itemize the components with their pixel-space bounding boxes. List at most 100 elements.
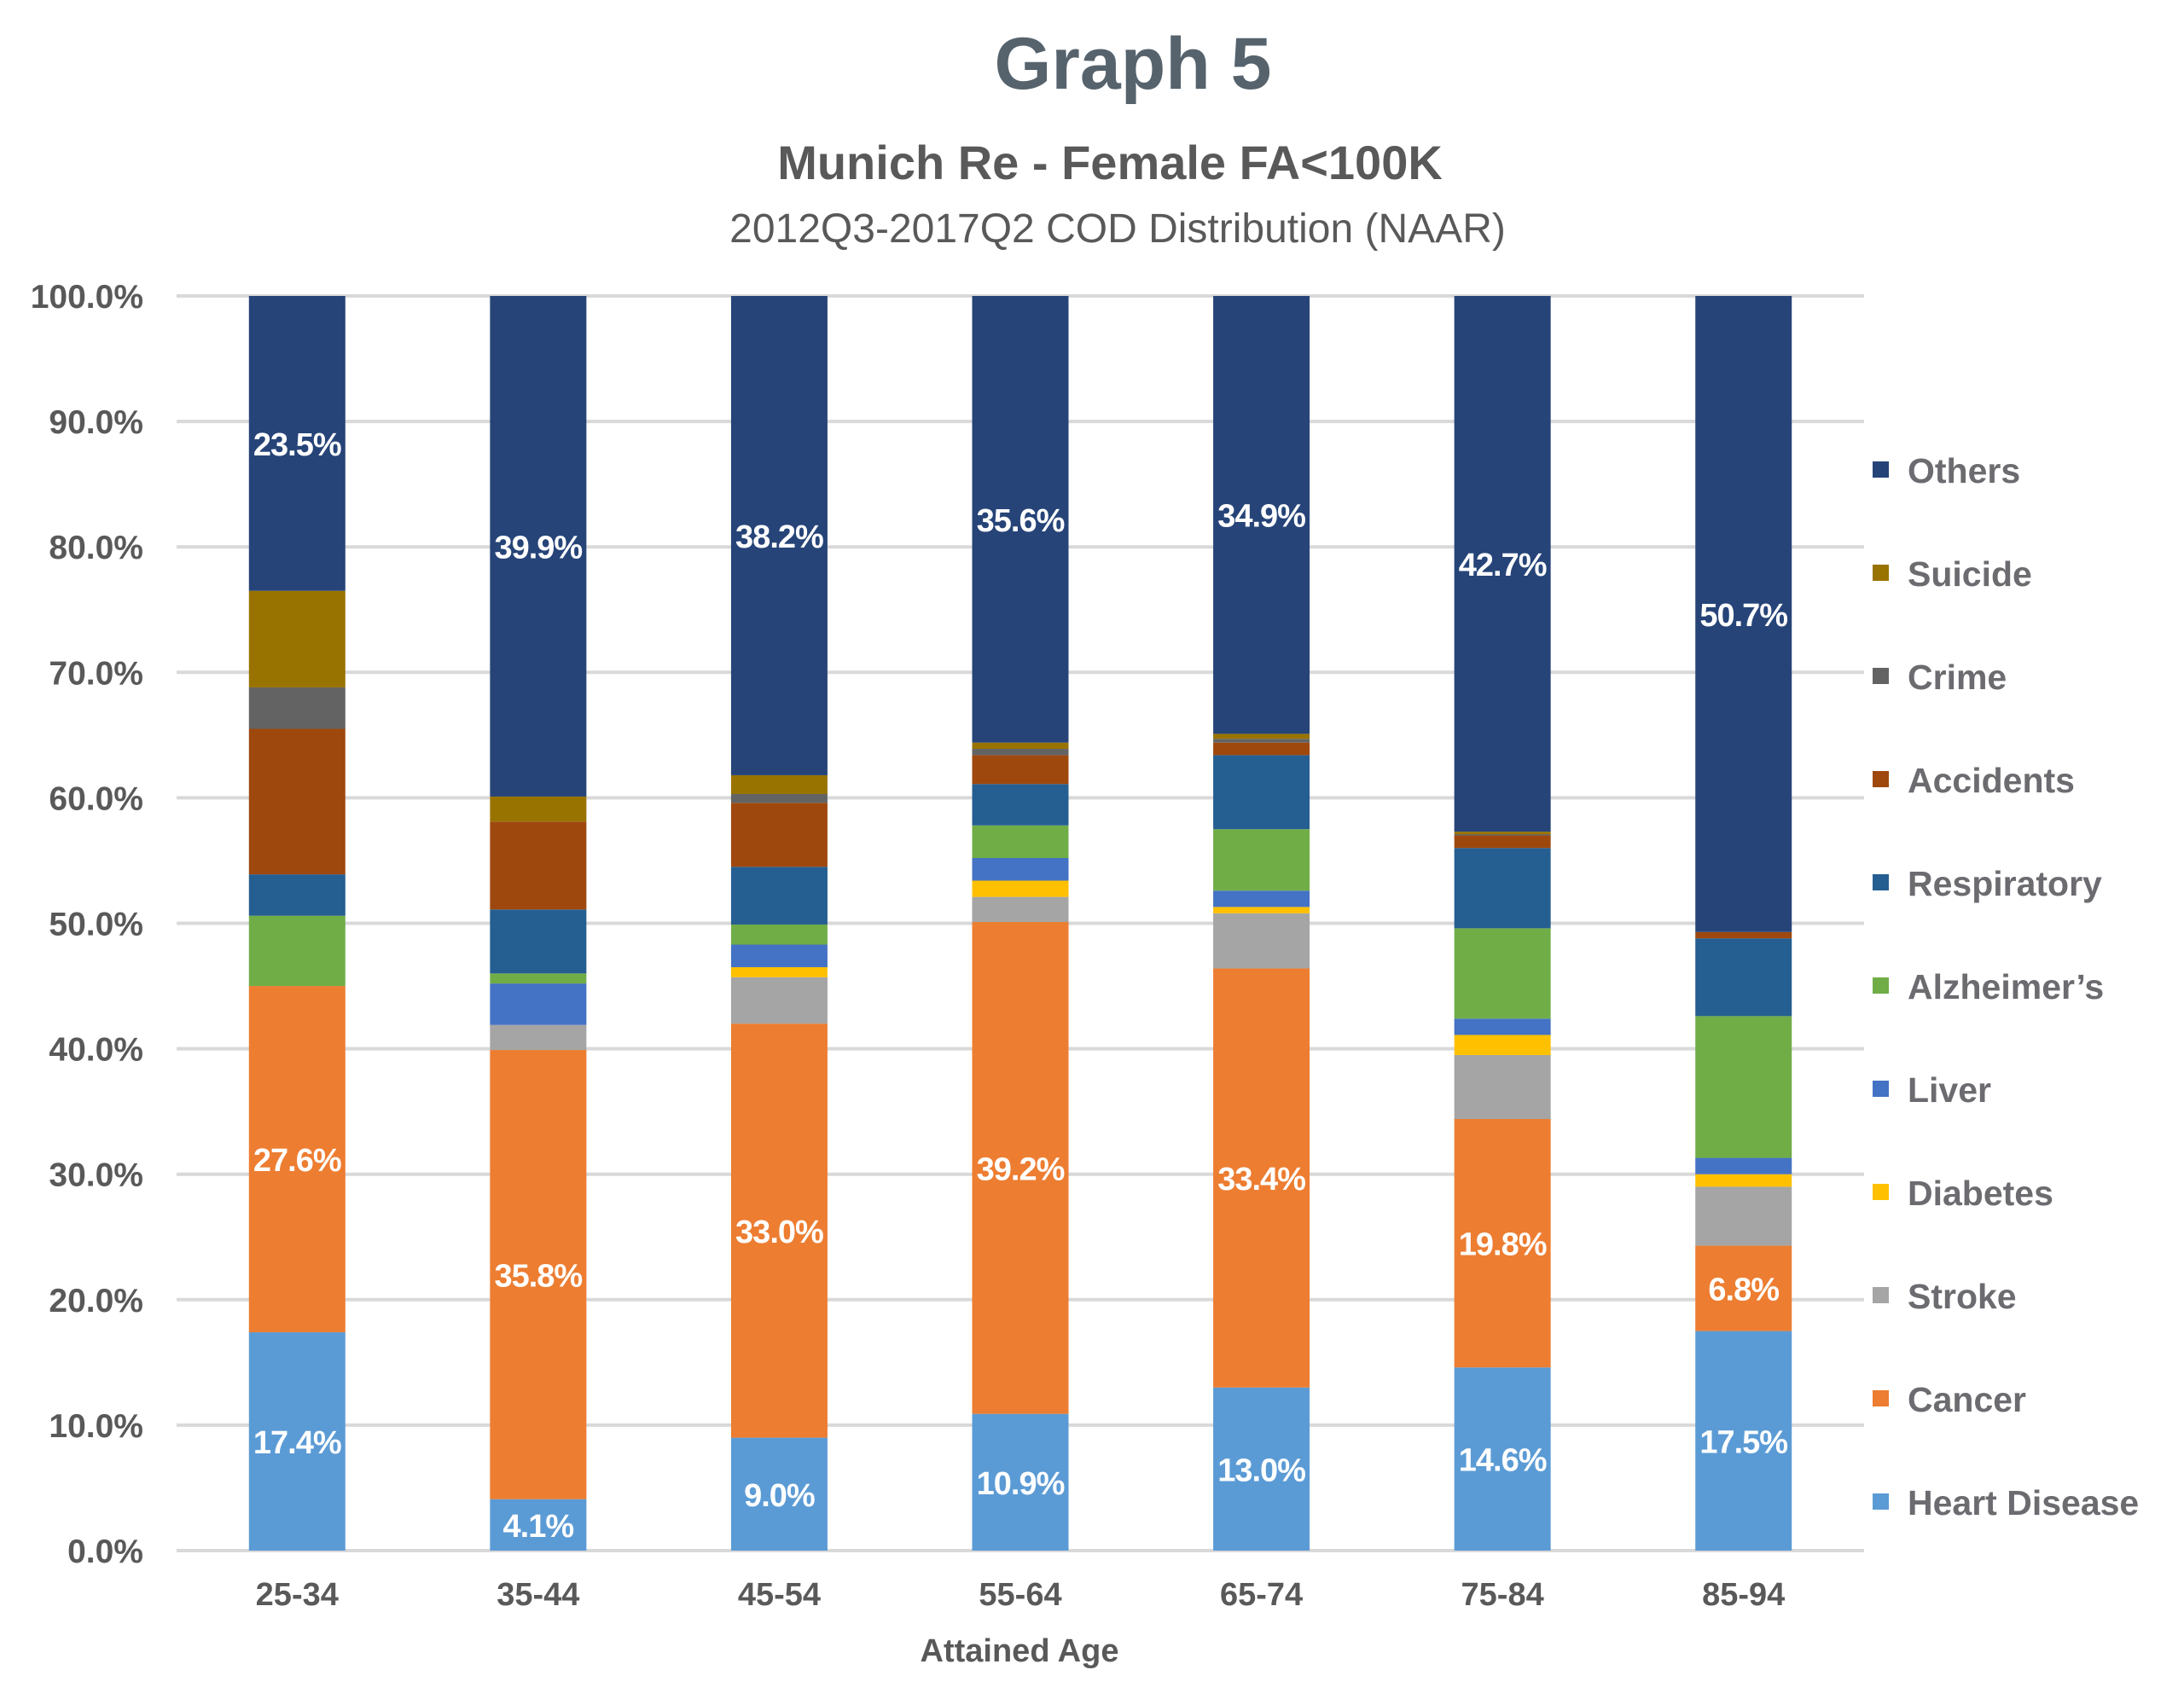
bar-segment [1695,1157,1792,1174]
bar-segment [730,1023,828,1438]
y-tick-label: 20.0% [49,1283,143,1319]
x-tick-label: 85-94 [1702,1577,1785,1613]
bar-segment [490,296,587,797]
x-tick-label: 35-44 [497,1577,579,1613]
y-tick-label: 60.0% [49,780,143,817]
bar-segment [1213,968,1310,1388]
bar-segment [248,296,346,591]
bar-segment [1213,742,1310,756]
bar-segment [1695,1016,1792,1158]
bar-segment [1695,931,1792,939]
bar-segment [490,983,587,1025]
bar-segment [730,296,828,775]
data-label: 34.9% [1217,499,1305,535]
bar-segment [730,966,828,977]
legend-swatch-icon [1873,461,1889,478]
data-label: 4.1% [503,1509,574,1545]
bar-segment [490,1024,587,1051]
bar-segment [1695,1331,1792,1551]
data-label: 10.9% [977,1466,1065,1502]
legend-label: Others [1908,451,2020,490]
bar-segment [1213,755,1310,830]
data-label: 23.5% [253,427,341,463]
legend-label: Diabetes [1908,1174,2053,1213]
bar-segment [490,821,587,910]
legend-item: Suicide [1873,554,2032,594]
y-tick-label: 90.0% [49,404,143,441]
bar-segment [972,749,1069,756]
legend-item: Diabetes [1873,1174,2053,1213]
bar-segment [248,986,346,1333]
data-label: 33.4% [1217,1162,1305,1197]
data-label: 14.6% [1459,1443,1547,1479]
legend-item: Crime [1873,658,2007,697]
data-label: 39.9% [494,530,582,565]
bar-segment [248,915,346,987]
legend-swatch-icon [1873,565,1889,581]
chart-subsubtitle: 2012Q3-2017Q2 COD Distribution (NAAR) [729,206,1506,252]
legend-item: Alzheimer’s [1873,967,2104,1006]
legend-swatch-icon [1873,771,1889,787]
legend-label: Stroke [1908,1277,2017,1316]
legend-item: Others [1873,451,2020,490]
bar-segment [1454,1367,1551,1551]
bar-segment [730,803,828,867]
legend-swatch-icon [1873,977,1889,994]
bar-segment [1454,296,1551,832]
legend-swatch-icon [1873,1287,1889,1303]
data-labels: 17.4% 27.6% 23.5% 4.1% 35.8% 39.9% 9.0% 33.0% 38… [253,427,1788,1545]
bar-segment [972,742,1069,750]
bar-segment [1213,739,1310,743]
x-tick-label: 75-84 [1461,1577,1544,1613]
bar-segment [1695,1186,1792,1246]
bar-segment [972,922,1069,1414]
bar-segment [972,296,1069,743]
bar-segment [730,977,828,1024]
bar-segment [490,973,587,984]
bar-segment [248,687,346,729]
bar-segment [1213,829,1310,891]
bar-segment [1454,848,1551,929]
y-tick-label: 40.0% [49,1032,143,1069]
bar-segment [490,1050,587,1499]
legend-item: Liver [1873,1070,1991,1110]
data-label: 38.2% [735,519,823,555]
data-label: 13.0% [1217,1453,1305,1488]
bar-segment [490,1499,587,1551]
legend-swatch-icon [1873,668,1889,684]
bar-segment [1695,296,1792,932]
legend-label: Alzheimer’s [1908,967,2104,1006]
bar-segment [730,793,828,803]
bar-segment [1454,928,1551,1019]
bar-segment [1213,913,1310,969]
legend-label: Heart Disease [1908,1483,2139,1522]
x-tick-label: 45-54 [738,1577,821,1613]
data-label: 42.7% [1459,548,1547,583]
bar-segment [248,1332,346,1551]
legend-label: Crime [1908,658,2007,697]
legend-label: Accidents [1908,761,2075,800]
legend-label: Cancer [1908,1380,2026,1419]
bar-segment [1454,832,1551,835]
y-tick-label: 30.0% [49,1157,143,1194]
data-label: 19.8% [1459,1227,1547,1263]
data-label: 6.8% [1708,1273,1779,1308]
bar-segment [730,924,828,945]
bar-segment [972,825,1069,859]
bar-segment [1695,938,1792,1017]
x-axis-title: Attained Age [921,1633,1119,1669]
bar-segment [972,858,1069,881]
bar-segment [248,590,346,687]
bar-segment [972,784,1069,826]
legend-item: Accidents [1873,761,2075,800]
legend-swatch-icon [1873,1390,1889,1406]
bar-segment [972,1413,1069,1551]
chart-subtitle: Munich Re - Female FA<100K [777,136,1443,189]
legend-swatch-icon [1873,1493,1889,1510]
bar-segment [730,1437,828,1551]
legend-item: Heart Disease [1873,1483,2139,1522]
data-label: 35.6% [977,503,1065,539]
legend-swatch-icon [1873,1081,1889,1097]
bar-segment [1454,1018,1551,1035]
